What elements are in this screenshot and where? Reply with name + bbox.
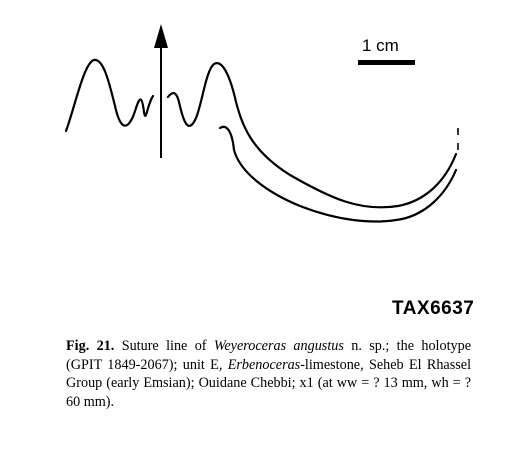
suture-line-left xyxy=(64,58,155,133)
specimen-id: TAX6637 xyxy=(392,298,475,319)
caption-genus-ref: Erbenoceras xyxy=(227,356,301,373)
scale-bar-label: 1 cm xyxy=(362,36,399,55)
figure-caption: Fig. 21. Suture line of Weyeroceras angu… xyxy=(66,337,471,411)
caption-text-2: n. sp.; the holotype (GPIT 1849-2067); u… xyxy=(66,338,471,373)
scale-bar xyxy=(358,60,415,65)
suture-line-middle xyxy=(166,62,458,209)
suture-line-figure xyxy=(64,24,459,223)
midline-arrow-head xyxy=(154,24,168,48)
caption-text-3: -limestone, Seheb El Rhassel Group (earl… xyxy=(66,356,472,410)
caption-species: Weyeroceras angustus xyxy=(213,338,344,354)
caption-fig-label: Fig. 21. xyxy=(66,338,115,354)
caption-text-1: Suture line of xyxy=(114,338,214,354)
suture-line-lower xyxy=(218,125,458,223)
